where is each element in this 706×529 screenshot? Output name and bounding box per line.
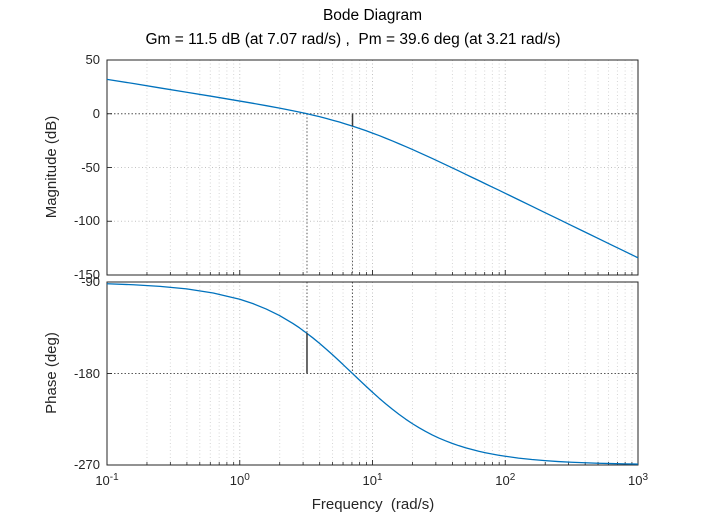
- frequency-axis-label: Frequency (rad/s): [311, 496, 435, 513]
- phase-axis-label: Phase (deg): [43, 332, 60, 414]
- magnitude-axis-label: Magnitude (dB): [43, 115, 60, 219]
- magnitude-curve: [106, 78, 639, 259]
- chart-title: Bode Diagram: [322, 7, 423, 24]
- phase-curve: [106, 283, 639, 465]
- chart-subtitle: Gm = 11.5 dB (at 7.07 rad/s) , Pm = 39.6…: [145, 31, 561, 48]
